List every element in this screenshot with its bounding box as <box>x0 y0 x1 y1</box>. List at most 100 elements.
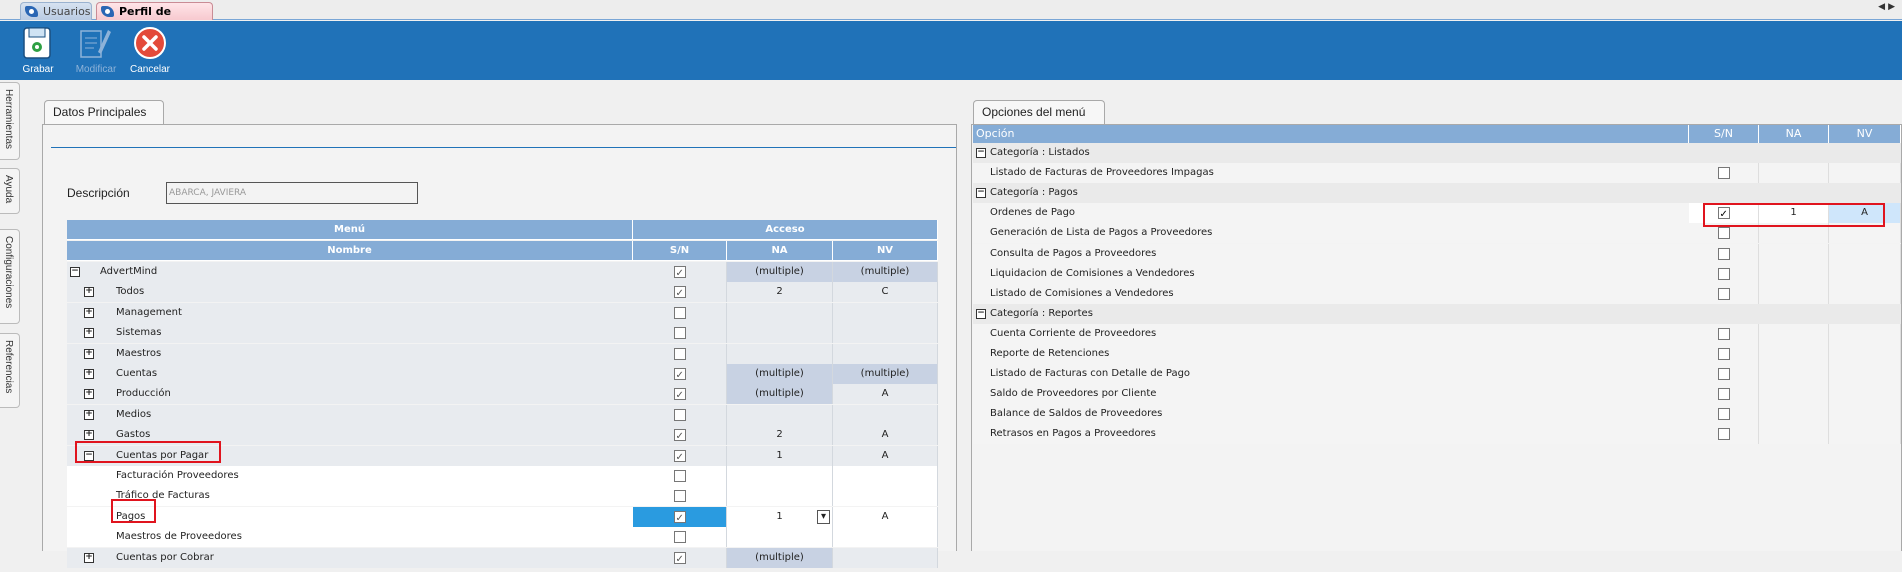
sn-checkbox[interactable] <box>1717 247 1730 260</box>
expand-icon[interactable]: + <box>84 306 94 318</box>
option-row[interactable]: Saldo de Proveedores por Cliente <box>973 384 1901 405</box>
header-na[interactable]: NA <box>727 241 833 261</box>
na-cell[interactable] <box>727 343 833 364</box>
tab-datos-principales[interactable]: Datos Principales <box>44 100 164 124</box>
sn-cell[interactable] <box>1689 283 1759 304</box>
side-tab-ayuda[interactable]: Ayuda <box>0 168 20 214</box>
na-cell[interactable] <box>727 466 833 486</box>
category-row[interactable]: − Categoría : Pagos <box>973 183 1901 204</box>
nv-cell[interactable] <box>1829 404 1901 425</box>
sn-cell[interactable] <box>633 302 727 323</box>
nv-cell[interactable]: A <box>833 425 938 446</box>
sn-checkbox[interactable] <box>1717 205 1730 225</box>
header-opcion[interactable]: Opción <box>973 125 1689 143</box>
na-cell[interactable] <box>1759 384 1829 405</box>
chevron-down-icon[interactable]: ▾ <box>817 509 830 524</box>
sn-cell[interactable] <box>633 262 727 284</box>
option-row[interactable]: Ordenes de Pago 1 A <box>973 203 1901 225</box>
tab-usuarios[interactable]: Usuarios <box>20 2 92 20</box>
side-tab-referencias[interactable]: Referencias <box>0 333 20 408</box>
sn-checkbox[interactable] <box>1717 167 1730 180</box>
sn-checkbox[interactable] <box>1717 267 1730 280</box>
expand-icon[interactable]: + <box>84 551 94 563</box>
expand-icon[interactable]: + <box>84 347 94 359</box>
sn-cell[interactable] <box>633 527 727 548</box>
nv-cell[interactable] <box>833 343 938 364</box>
side-tab-herramientas[interactable]: Herramientas <box>0 82 20 160</box>
sn-cell[interactable] <box>633 343 727 364</box>
category-row[interactable]: − Categoría : Reportes <box>973 303 1901 324</box>
nv-cell[interactable]: (multiple) <box>833 262 938 282</box>
sn-checkbox[interactable] <box>673 327 686 340</box>
nv-cell[interactable]: A <box>833 506 938 527</box>
sn-cell[interactable] <box>633 282 727 304</box>
sn-checkbox[interactable] <box>1717 428 1730 441</box>
nv-cell[interactable] <box>1829 384 1901 405</box>
sn-checkbox[interactable] <box>1717 348 1730 360</box>
na-cell[interactable]: (multiple) <box>727 262 833 282</box>
collapse-icon[interactable]: − <box>84 449 94 461</box>
sn-cell[interactable] <box>633 425 727 447</box>
sn-cell[interactable] <box>1689 223 1759 244</box>
option-row[interactable]: Balance de Saldos de Proveedores <box>973 404 1901 425</box>
nv-cell[interactable] <box>1829 283 1901 304</box>
table-row[interactable]: + Cuentas (multiple) (multiple) <box>67 364 938 386</box>
header-nv[interactable]: NV <box>1829 125 1901 143</box>
nv-cell[interactable] <box>833 302 938 323</box>
sn-checkbox[interactable] <box>673 490 686 503</box>
sn-checkbox[interactable] <box>673 531 686 544</box>
sn-cell[interactable] <box>633 364 727 386</box>
modificar-button[interactable]: Modificar <box>68 26 124 78</box>
na-cell[interactable] <box>1759 243 1829 264</box>
na-cell[interactable] <box>727 486 833 507</box>
sn-checkbox[interactable] <box>1717 227 1730 240</box>
collapse-icon[interactable]: − <box>976 187 986 199</box>
descripcion-field[interactable]: ABARCA, JAVIERA <box>166 182 418 204</box>
option-row[interactable]: Consulta de Pagos a Proveedores <box>973 243 1901 264</box>
option-row[interactable]: Cuenta Corriente de Proveedores <box>973 323 1901 344</box>
sn-cell[interactable] <box>1689 404 1759 425</box>
sn-cell[interactable] <box>1689 243 1759 264</box>
na-cell[interactable]: 2 <box>727 425 833 446</box>
sn-cell[interactable] <box>633 466 727 486</box>
sn-checkbox[interactable] <box>673 408 686 421</box>
option-row[interactable]: Liquidacion de Comisiones a Vendedores <box>973 263 1901 284</box>
expand-icon[interactable]: + <box>84 408 94 420</box>
sn-cell[interactable] <box>1689 344 1759 364</box>
nv-cell[interactable] <box>1829 323 1901 344</box>
sn-checkbox[interactable] <box>673 306 686 319</box>
na-cell[interactable] <box>1759 283 1829 304</box>
side-tab-configuraciones[interactable]: Configuraciones <box>0 229 20 324</box>
nv-cell[interactable] <box>1829 344 1901 364</box>
na-cell[interactable] <box>1759 364 1829 385</box>
na-cell[interactable] <box>1759 263 1829 284</box>
nv-cell[interactable] <box>1829 223 1901 244</box>
sn-checkbox[interactable] <box>1717 408 1730 421</box>
nv-cell[interactable] <box>1829 163 1901 184</box>
tab-scroll-arrows[interactable]: ◀▶ <box>1878 2 1898 12</box>
collapse-icon[interactable]: − <box>976 147 986 158</box>
sn-cell[interactable] <box>633 506 727 529</box>
sn-checkbox[interactable] <box>673 386 686 406</box>
nv-cell[interactable] <box>833 323 938 344</box>
sn-cell[interactable] <box>633 486 727 507</box>
na-cell[interactable]: 1 <box>727 445 833 466</box>
na-cell[interactable] <box>727 302 833 323</box>
sn-checkbox[interactable] <box>673 509 686 529</box>
nv-cell[interactable] <box>1829 263 1901 284</box>
expand-icon[interactable]: + <box>84 327 94 339</box>
header-sn[interactable]: S/N <box>633 241 727 261</box>
na-cell[interactable] <box>1759 163 1829 184</box>
na-cell[interactable]: 1 ▾ <box>727 506 833 527</box>
sn-cell[interactable] <box>633 445 727 468</box>
sn-cell[interactable] <box>1689 424 1759 445</box>
table-row[interactable]: + Maestros <box>67 343 938 364</box>
sn-checkbox[interactable] <box>673 550 686 570</box>
category-row[interactable]: − Categoría : Listados <box>973 143 1901 163</box>
sn-cell[interactable] <box>633 404 727 425</box>
sn-cell[interactable] <box>633 323 727 344</box>
table-row[interactable]: + Producción (multiple) A <box>67 384 938 406</box>
sn-checkbox[interactable] <box>673 470 686 482</box>
table-row[interactable]: Facturación Proveedores <box>67 466 938 486</box>
table-row[interactable]: + Medios <box>67 404 938 425</box>
